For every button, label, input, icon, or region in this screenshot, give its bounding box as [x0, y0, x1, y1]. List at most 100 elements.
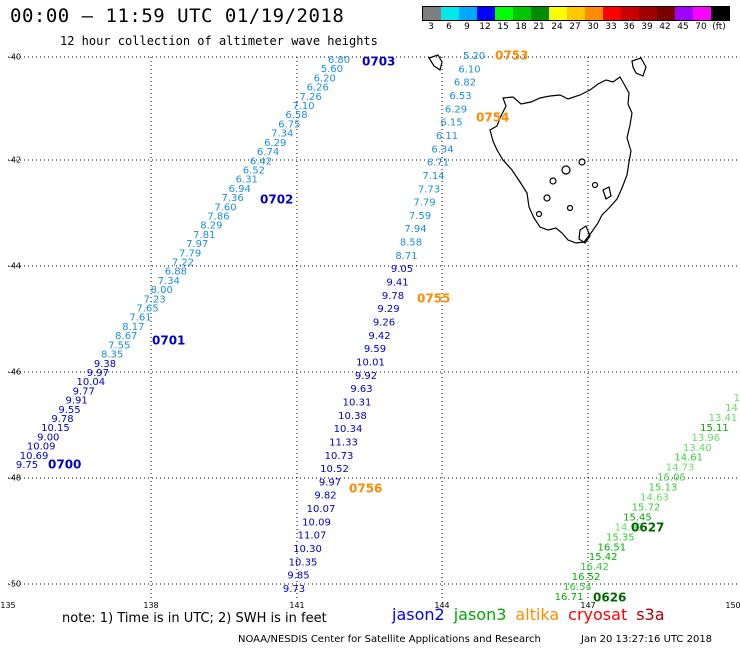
- track-b-value: 9.05: [391, 264, 413, 275]
- track-c-value: 14.63: [640, 493, 669, 504]
- track-b-value: 8.71: [395, 251, 417, 262]
- track-c-value: 14: [734, 393, 740, 404]
- lat-tick-label: -48: [8, 474, 21, 483]
- bruny-island: [578, 225, 591, 244]
- track-b-value: 9.92: [355, 371, 377, 382]
- track-c-value: 13.40: [683, 443, 712, 454]
- colorbar-cell: [675, 7, 693, 20]
- map-subtitle: 12 hour collection of altimeter wave hei…: [60, 34, 378, 48]
- track-b-value: 6.82: [454, 78, 476, 89]
- track-a-value: 6.94: [229, 184, 251, 195]
- track-b-value: 11.07: [298, 531, 327, 542]
- track-b-value: 7.94: [404, 224, 426, 235]
- colorbar-cell: [459, 7, 477, 20]
- track-a-value: 7.97: [186, 239, 208, 250]
- track-b-value: 10.31: [343, 398, 372, 409]
- colorbar-label: 9: [464, 22, 470, 32]
- track-a-value: 6.88: [165, 267, 187, 278]
- track-c-value: 16.42: [580, 562, 609, 573]
- track-b-value: 8.58: [400, 238, 422, 249]
- track-b-value: 10.73: [325, 451, 354, 462]
- legend-jason3: jason3: [453, 605, 507, 624]
- track-a-value: 10.04: [76, 377, 105, 388]
- track-a-value: 7.65: [136, 304, 158, 315]
- track-b-value: 5.20: [463, 51, 485, 62]
- lat-lon-grid: -40 -42 -44 -46 -48 -50 135 138 141 144 147 150: [0, 53, 740, 610]
- tasmania-coastline: [428, 54, 647, 244]
- track-c-value: 13.96: [691, 433, 720, 444]
- colorbar-cell: [603, 7, 621, 20]
- track-b-value: 10.52: [320, 464, 349, 475]
- pass-labels: 0700 0701 0702 0703 0753 0754 0755 0756 0626 0627: [48, 49, 664, 605]
- legend-cryosat: cryosat: [568, 605, 628, 624]
- colorbar-label: 24: [551, 22, 563, 32]
- pass-label-0701: 0701: [152, 334, 185, 348]
- colorbar-cell: [531, 7, 549, 20]
- colorbar-label: 18: [515, 22, 527, 32]
- lon-tick-label: 141: [289, 601, 304, 610]
- colorbar-cell: [567, 7, 585, 20]
- credit-line: NOAA/NESDIS Center for Satellite Applica…: [238, 634, 541, 645]
- track-a-value: 7.79: [179, 248, 201, 259]
- colorbar-labels: 3 6 9 12 15 18 21 24 27 30 33 36 39 42 45 70 (ft): [422, 22, 740, 34]
- pass-label-0700: 0700: [48, 458, 81, 472]
- track-b-value: 10.09: [302, 517, 331, 528]
- track-a-value: 5.60: [321, 64, 343, 75]
- track-a-value: 7.55: [108, 340, 130, 351]
- track-a-value: 6.75: [278, 119, 300, 130]
- track-b-value: 9.73: [283, 584, 305, 595]
- colorbar-cell: [495, 7, 513, 20]
- track-a-value: 7.60: [214, 202, 236, 213]
- track-a-value: 6.31: [236, 175, 258, 186]
- colorbar-label: 30: [587, 22, 599, 32]
- track-b-value: 6.10: [458, 64, 480, 75]
- pass-label-0626: 0626: [593, 591, 626, 605]
- track-a-value: 8.00: [151, 285, 173, 296]
- colorbar-cell: [693, 7, 711, 20]
- lat-tick-label: -46: [8, 368, 21, 377]
- track-c-value: 13.41: [709, 413, 738, 424]
- colorbar-label: 15: [497, 22, 509, 32]
- track-c-value: 14.61: [674, 453, 703, 464]
- track-a-value: 7.23: [143, 294, 165, 305]
- colorbar-cell: [477, 7, 495, 20]
- lake-7: [535, 210, 543, 218]
- wave-height-colorbar: [422, 6, 730, 21]
- track-b-value: 9.59: [364, 344, 386, 355]
- flinders-island: [631, 57, 647, 77]
- colorbar-label: 42: [659, 22, 671, 32]
- track-a-value: 6.80: [328, 55, 350, 66]
- track-c-value: 16.54: [563, 582, 592, 593]
- lon-tick-label: 138: [143, 601, 158, 610]
- track-a-value: 10.69: [20, 451, 49, 462]
- track-a-value: 6.52: [243, 166, 265, 177]
- track-b-value: 6.15: [440, 118, 462, 129]
- altimeter-tracks: 9.7510.6910.099.0010.159.789.559.919.771…: [16, 51, 740, 603]
- track-a-value: 6.42: [250, 156, 272, 167]
- track-b-value: 10.34: [334, 424, 363, 435]
- legend-s3a: s3a: [636, 605, 665, 624]
- track-a-value: 6.29: [264, 138, 286, 149]
- colorbar-label: 39: [641, 22, 653, 32]
- lon-tick-label: 147: [580, 601, 595, 610]
- lon-tick-label: 144: [434, 601, 449, 610]
- track-c-value: 14: [725, 403, 738, 414]
- track-a-value: 7.34: [271, 129, 293, 140]
- track-a-value: 7.34: [158, 276, 180, 287]
- track-a-value: 9.75: [16, 460, 38, 471]
- track-c-value: 15.13: [649, 483, 678, 494]
- track-c-value: 15.72: [632, 502, 661, 513]
- colorbar-label: 3: [428, 22, 434, 32]
- colorbar-cell: [441, 7, 459, 20]
- colorbar-cell: [639, 7, 657, 20]
- track-a-value: 10.15: [41, 423, 70, 434]
- track-b-value: 9.97: [319, 477, 341, 488]
- tasmania-mainland: [489, 76, 633, 244]
- generated-timestamp: Jan 20 13:27:16 UTC 2018: [581, 634, 713, 645]
- pass-label-0755: 0755: [417, 292, 450, 306]
- track-c-value: 15.11: [700, 423, 729, 434]
- track-c-value: 16.51: [597, 542, 626, 553]
- lon-tick-label: 150: [725, 601, 740, 610]
- track-a-value: 7.81: [193, 230, 215, 241]
